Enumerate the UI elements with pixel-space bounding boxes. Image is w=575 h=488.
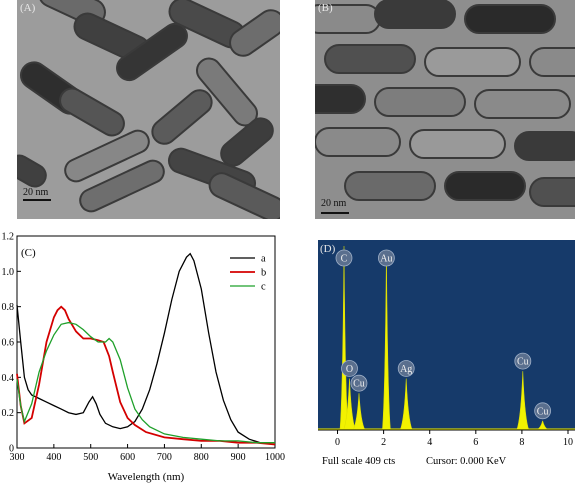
panel-label-d: (D) [320,243,336,255]
eds-x-tick-label: 0 [335,437,340,448]
x-tick-label: 800 [194,452,209,463]
element-marker-cu [350,374,368,392]
element-marker-au [377,249,395,267]
x-tick-label: 300 [10,452,25,463]
element-marker-cu [514,352,532,370]
element-marker-ag [397,360,415,377]
eds-x-tick-label: 2 [381,437,386,448]
tem-image-a: (A) 20 nm [17,0,280,219]
element-label: Ag [400,364,412,375]
scale-bar-label-a: 20 nm [23,187,49,198]
x-tick-label: 500 [83,452,98,463]
eds-tick-marks: 0 2 4 6 8 10 [335,430,573,448]
element-label: Cu [517,357,529,368]
scale-bar-label-b: 20 nm [321,198,347,209]
legend-label-a: a [261,254,266,265]
element-marker-cu [534,402,552,420]
eds-x-tick-label: 4 [427,437,432,448]
series-c-line [16,321,275,444]
legend-label-b: b [261,268,266,279]
panel-label-a: (A) [20,2,36,14]
x-tick-marks: 300 400 500 600 700 800 900 1000 [10,444,285,463]
eds-baseline [318,428,575,430]
y-tick-marks: 0 0.2 0.4 0.6 0.8 1.0 1.2 [2,232,21,455]
element-label: Cu [537,406,549,417]
chart-legend: abc [230,254,266,293]
x-tick-label: 600 [120,452,135,463]
series-a-line [16,252,276,446]
series-lines [16,252,276,446]
x-tick-label: 1000 [265,452,285,463]
legend-label-c: c [261,282,266,293]
x-axis-label: Wavelength (nm) [108,471,185,483]
eds-x-tick-label: 10 [563,437,573,448]
y-tick-label: 1.2 [2,232,15,243]
uv-vis-chart: 300 400 500 600 700 800 900 1000 0 0.2 0.4 0.6 0.8 1… [0,228,290,484]
y-tick-label: 0.4 [2,373,15,384]
element-label: C [341,254,348,265]
x-tick-label: 700 [157,452,172,463]
uv-vis-chart-svg: 300 400 500 600 700 800 900 1000 0 0.2 0.4 0.6 0.8 1… [2,232,286,484]
y-tick-label: 0 [9,444,14,455]
element-label: Cu [353,379,365,390]
eds-peaks [318,245,575,431]
peak-cu [352,393,366,431]
x-tick-label: 900 [231,452,246,463]
tem-image-b: (B) 20 nm [315,0,575,219]
element-marker-c [335,249,353,267]
peak-ag [399,378,413,431]
peak-o [343,378,356,431]
peak-c [339,245,349,431]
element-label: Au [380,254,392,265]
eds-x-tick-label: 6 [473,437,478,448]
eds-full-scale: Full scale 409 cts [322,456,395,467]
element-label: O [346,364,353,375]
x-tick-label: 400 [46,452,61,463]
eds-cursor: Cursor: 0.000 KeV [426,456,507,467]
panel-label-c: (C) [21,247,36,259]
element-marker-o [341,360,358,377]
eds-x-tick-label: 8 [519,437,524,448]
y-tick-label: 0.8 [2,302,15,313]
plot-frame [16,235,276,449]
y-tick-label: 1.0 [2,267,15,278]
y-tick-label: 0.2 [2,408,15,419]
eds-plot-background [318,240,575,430]
nanorods-a-graphic [17,0,280,219]
panel-label-b: (B) [318,2,333,14]
peak-cu [516,371,530,431]
y-tick-label: 0.6 [2,338,15,349]
eds-spectrum: C O Cu Au Ag Cu Cu 0 2 4 6 8 10 (D) Full scale 409 … [318,240,575,483]
nanorods-b-graphic [315,0,575,219]
